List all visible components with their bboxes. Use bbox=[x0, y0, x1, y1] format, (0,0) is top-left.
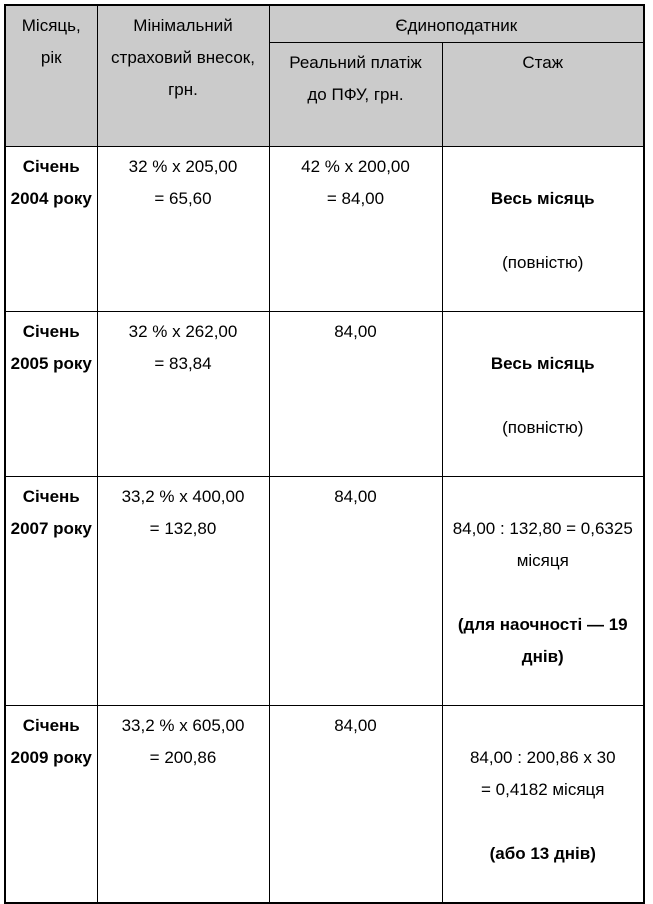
row-2005-month: Січень 2005 року bbox=[4, 311, 98, 477]
header-cell-min-contribution: Мінімальний страховий внесок, грн. bbox=[96, 4, 270, 147]
table-row: Січень 2007 року 33,2 % х 400,00 = 132,8… bbox=[4, 476, 645, 706]
experience-note: (повністю) bbox=[502, 418, 584, 437]
row-2005-experience: Весь місяць (повністю) bbox=[441, 311, 645, 477]
header-cell-experience: Стаж bbox=[441, 42, 645, 147]
experience-main: 84,00 : 200,86 х 30 = 0,4182 місяця bbox=[469, 748, 616, 799]
row-2004-experience: Весь місяць (повністю) bbox=[441, 146, 645, 312]
experience-main: Весь місяць bbox=[490, 354, 595, 373]
header-cell-single-tax-group: Єдиноподатник bbox=[268, 4, 645, 43]
row-2004-min-contribution: 32 % х 205,00 = 65,60 bbox=[96, 146, 270, 312]
table-row: Січень 2009 року 33,2 % х 605,00 = 200,8… bbox=[4, 705, 645, 904]
experience-note: (або 13 днів) bbox=[489, 844, 596, 863]
row-2007-min-contribution: 33,2 % х 400,00 = 132,80 bbox=[96, 476, 270, 706]
row-2005-min-contribution: 32 % х 262,00 = 83,84 bbox=[96, 311, 270, 477]
row-2004-month: Січень 2004 року bbox=[4, 146, 98, 312]
row-2009-month: Січень 2009 року bbox=[4, 705, 98, 904]
pension-contribution-table: Місяць, рік Мінімальний страховий внесок… bbox=[4, 4, 645, 904]
table-row: Січень 2004 року 32 % х 205,00 = 65,60 4… bbox=[4, 146, 645, 312]
experience-main: Весь місяць bbox=[490, 189, 595, 208]
row-2007-experience: 84,00 : 132,80 = 0,6325 місяця (для наоч… bbox=[441, 476, 645, 706]
header-cell-real-payment: Реальний платіж до ПФУ, грн. bbox=[268, 42, 443, 147]
row-2009-experience: 84,00 : 200,86 х 30 = 0,4182 місяця (або… bbox=[441, 705, 645, 904]
row-2009-real-payment: 84,00 bbox=[268, 705, 443, 904]
row-2004-real-payment: 42 % х 200,00 = 84,00 bbox=[268, 146, 443, 312]
table-row: Січень 2005 року 32 % х 262,00 = 83,84 8… bbox=[4, 311, 645, 477]
row-2007-month: Січень 2007 року bbox=[4, 476, 98, 706]
experience-note: (повністю) bbox=[502, 253, 584, 272]
header-cell-month-year: Місяць, рік bbox=[4, 4, 98, 147]
row-2009-min-contribution: 33,2 % х 605,00 = 200,86 bbox=[96, 705, 270, 904]
row-2007-real-payment: 84,00 bbox=[268, 476, 443, 706]
experience-main: 84,00 : 132,80 = 0,6325 місяця bbox=[452, 519, 633, 570]
experience-note: (для наочності — 19 днів) bbox=[457, 615, 628, 666]
row-2005-real-payment: 84,00 bbox=[268, 311, 443, 477]
